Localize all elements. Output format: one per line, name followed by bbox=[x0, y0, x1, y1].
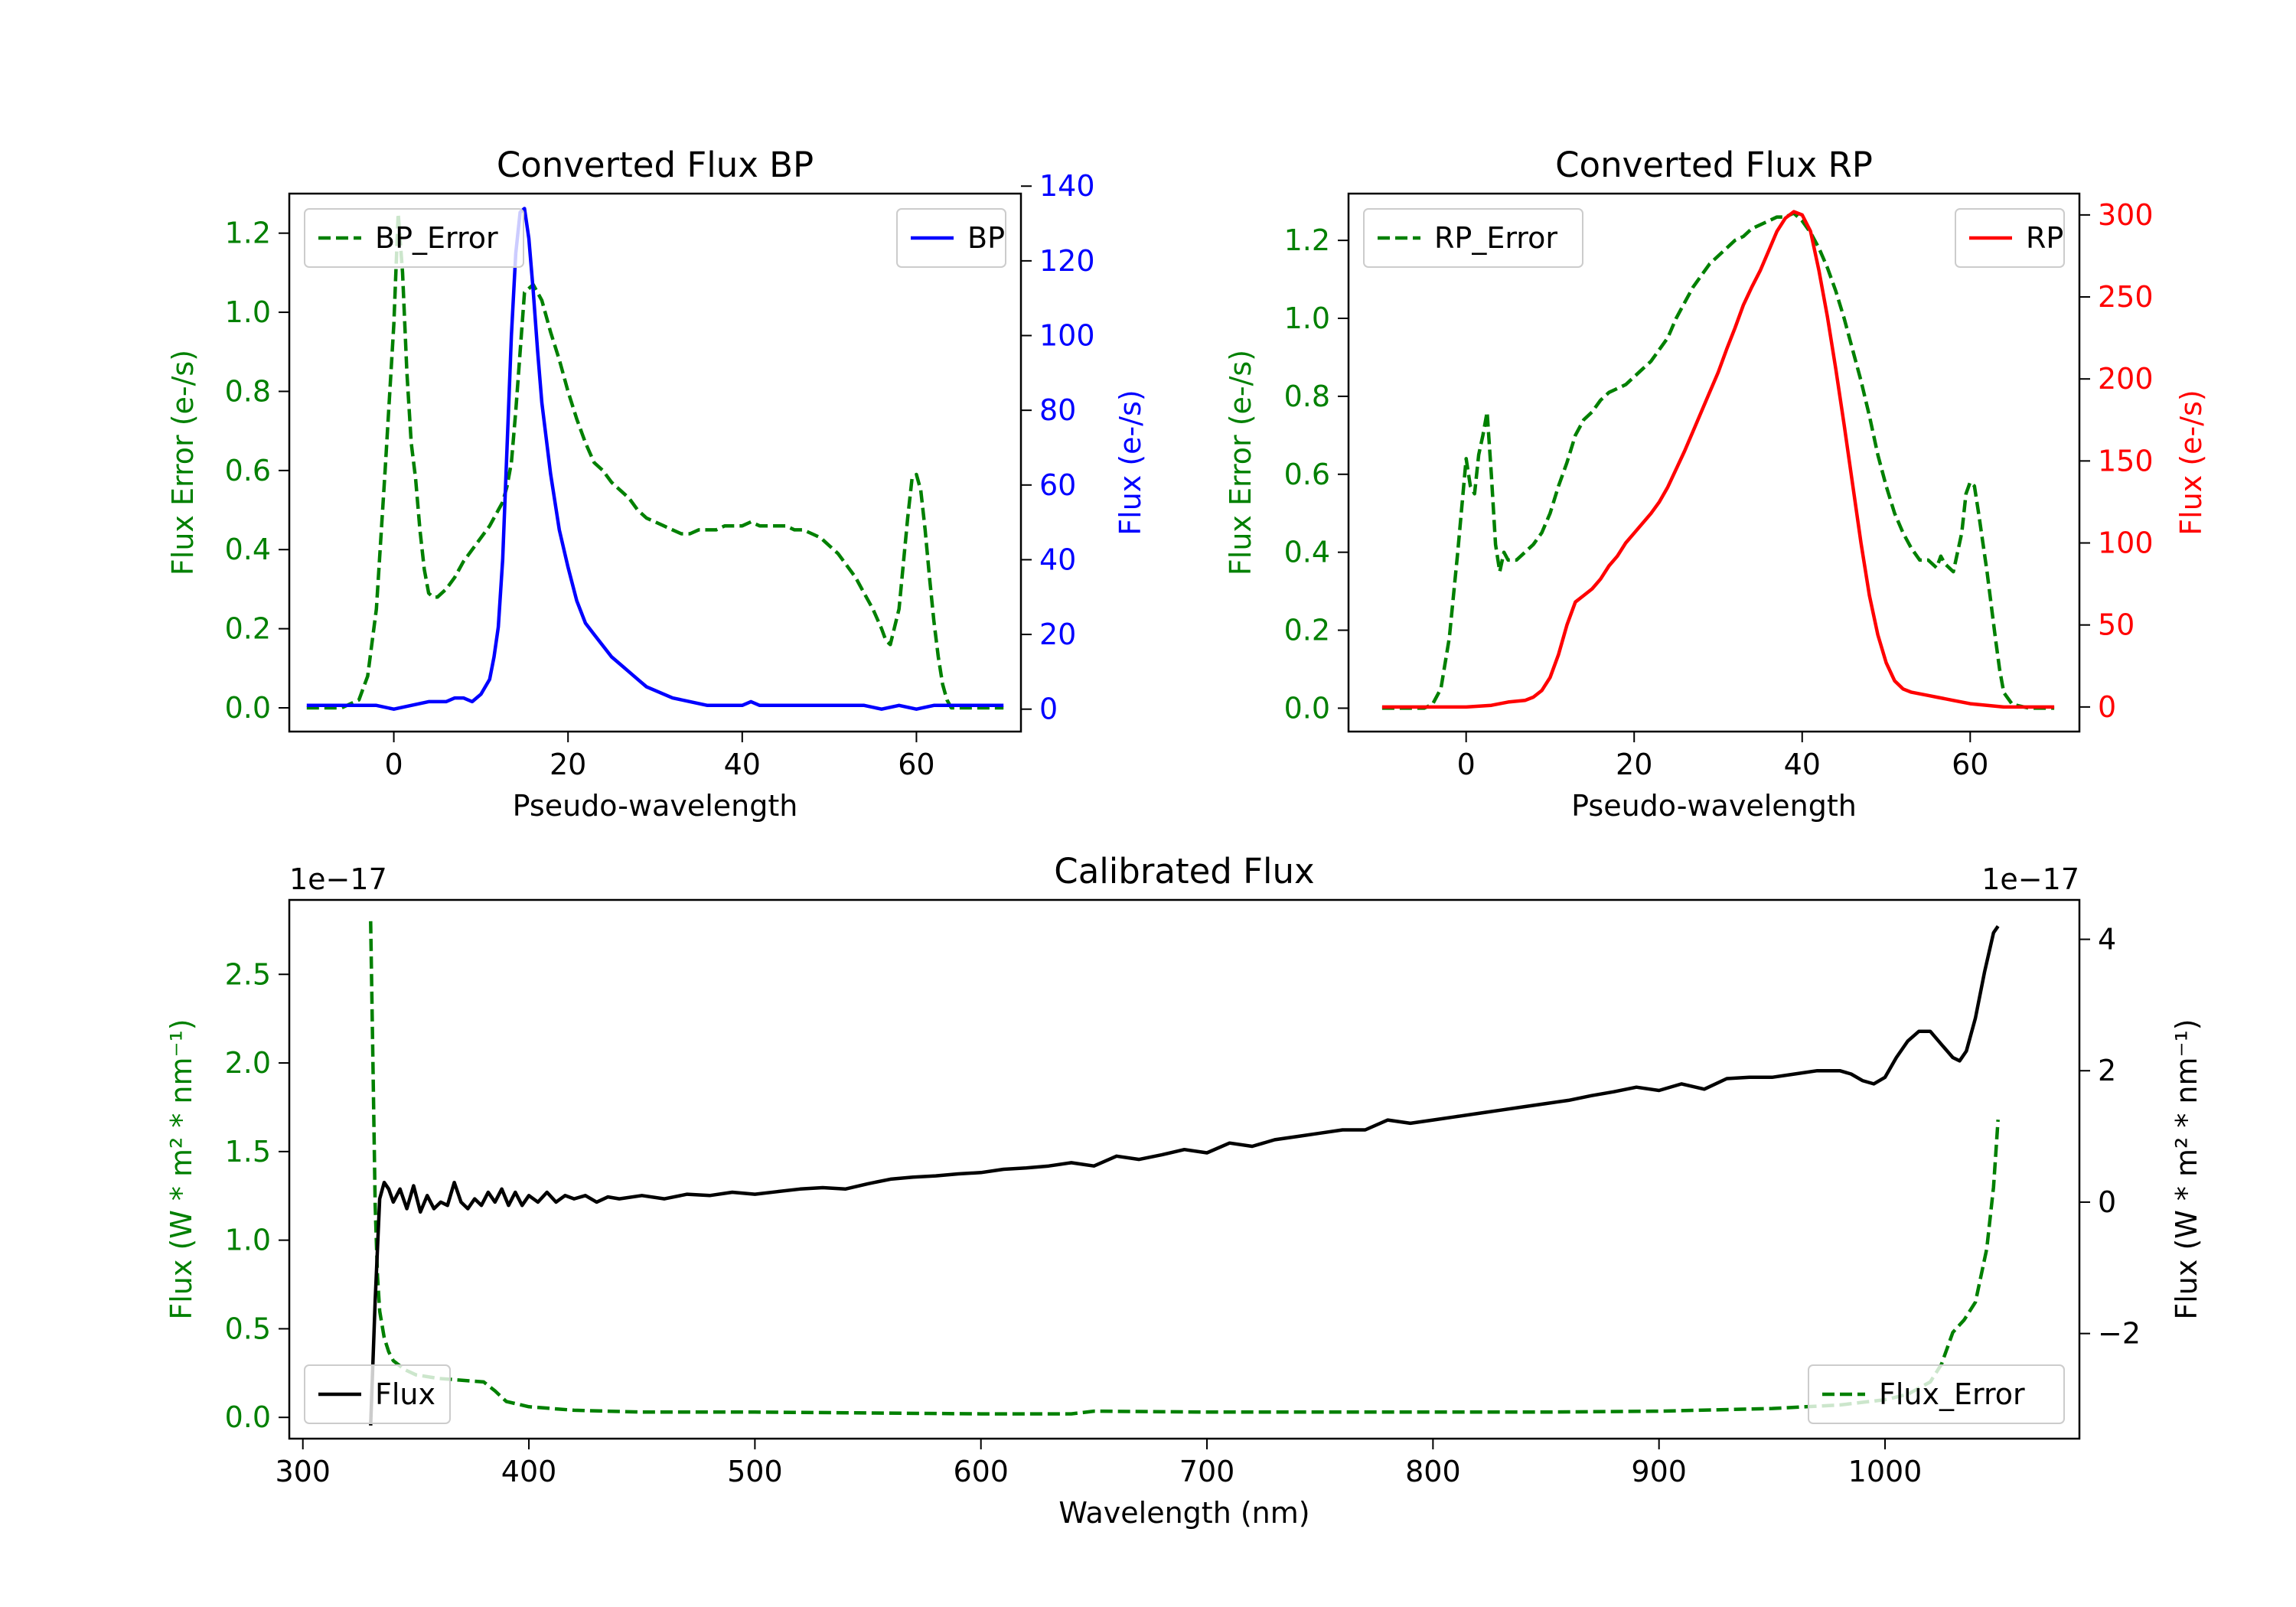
series-line-flux-error bbox=[369, 921, 2000, 1416]
x-tick-label: 60 bbox=[898, 748, 934, 781]
y-right-tick-label: 200 bbox=[2098, 362, 2154, 396]
legend-box bbox=[304, 208, 524, 268]
legend-label: Flux_Error bbox=[1879, 1377, 2025, 1411]
legend-label: BP bbox=[967, 221, 1005, 255]
y-axis-label-right: Flux (e-/s) bbox=[2174, 390, 2208, 535]
y-left-tick-label: 0.0 bbox=[225, 1400, 271, 1434]
y-left-tick-label: 0.0 bbox=[1284, 691, 1330, 725]
series-line-rp-error bbox=[1381, 211, 2055, 710]
x-tick-label: 40 bbox=[724, 748, 761, 781]
y-left-tick-label: 1.2 bbox=[225, 217, 271, 250]
y-left-tick-label: 2.0 bbox=[225, 1046, 271, 1080]
x-tick-label: 20 bbox=[1616, 748, 1652, 781]
y-left-tick-label: 0.6 bbox=[225, 454, 271, 487]
chart-title: Calibrated Flux bbox=[1054, 851, 1314, 892]
legend-bp-error: BP_Error bbox=[304, 208, 524, 268]
x-tick-label: 0 bbox=[1457, 748, 1476, 781]
y-axis-label-right: Flux (W * m² * nm⁻¹) bbox=[2170, 1019, 2203, 1319]
chart-panel-3: 300 400 500 600 700 800 900 1000 0.0 0.5 1.0 1.5 2.0… bbox=[165, 851, 2203, 1530]
legend-bp: BP bbox=[896, 208, 1006, 268]
legend-box bbox=[1808, 1364, 2065, 1424]
y-right-tick-label: 140 bbox=[1039, 169, 1095, 203]
x-tick-label: 1000 bbox=[1848, 1455, 1923, 1488]
y-left-tick-label: 0.4 bbox=[1284, 536, 1330, 569]
y-right-tick-label: 40 bbox=[1039, 543, 1076, 576]
y-left-tick-label: 0.2 bbox=[225, 612, 271, 646]
legend-flux: Flux bbox=[304, 1364, 451, 1424]
series-line-bp bbox=[306, 207, 1004, 711]
x-tick-label: 0 bbox=[384, 748, 403, 781]
series-line-rp bbox=[1381, 210, 2055, 709]
x-tick-label: 800 bbox=[1405, 1455, 1461, 1488]
y-left-tick-label: 0.4 bbox=[225, 533, 271, 566]
chart-panel-1: 0 20 40 60 0.0 0.2 0.4 0.6 0.8 1.0 1.2 0 20 40 60 80 100… bbox=[166, 145, 1147, 823]
y-left-tick-label: 0.8 bbox=[1284, 380, 1330, 413]
offset-label-left: 1e−17 bbox=[289, 862, 387, 896]
y-left-tick-label: 0.5 bbox=[225, 1312, 271, 1345]
y-left-tick-label: 0.0 bbox=[225, 691, 271, 725]
legend-label: RP_Error bbox=[1434, 221, 1557, 255]
y-right-tick-label: 0 bbox=[1039, 693, 1058, 726]
y-right-tick-label: 80 bbox=[1039, 393, 1076, 427]
y-left-tick-label: 1.2 bbox=[1284, 223, 1330, 257]
plot-frame bbox=[288, 898, 2081, 1440]
y-left-tick-label: 1.5 bbox=[225, 1135, 271, 1169]
series-line-flux bbox=[369, 925, 2000, 1426]
y-right-tick-label: 0 bbox=[2098, 690, 2116, 724]
y-right-tick-label: 20 bbox=[1039, 618, 1076, 651]
legend-box bbox=[1363, 208, 1583, 268]
y-axis-label-left: Flux Error (e-/s) bbox=[166, 350, 200, 575]
chart-title: Converted Flux RP bbox=[1555, 145, 1873, 185]
y-left-tick-label: 0.6 bbox=[1284, 458, 1330, 491]
legend-rp: RP bbox=[1955, 208, 2065, 268]
y-axis-label-right: Flux (e-/s) bbox=[1114, 390, 1147, 535]
offset-label-right: 1e−17 bbox=[1981, 862, 2079, 896]
x-tick-label: 700 bbox=[1179, 1455, 1235, 1488]
y-right-tick-label: 0 bbox=[2098, 1185, 2116, 1219]
series-line-bp-error bbox=[306, 211, 1004, 710]
y-right-tick-label: 300 bbox=[2098, 198, 2154, 232]
y-right-tick-label: 150 bbox=[2098, 444, 2154, 478]
x-tick-label: 40 bbox=[1784, 748, 1821, 781]
x-axis-label: Wavelength (nm) bbox=[1058, 1496, 1309, 1530]
y-left-tick-label: 0.2 bbox=[1284, 614, 1330, 647]
x-tick-label: 60 bbox=[1952, 748, 1988, 781]
x-tick-label: 600 bbox=[953, 1455, 1009, 1488]
plot-frame bbox=[288, 192, 1022, 733]
x-tick-label: 300 bbox=[275, 1455, 331, 1488]
y-left-tick-label: 1.0 bbox=[1284, 302, 1330, 335]
y-right-tick-label: −2 bbox=[2098, 1317, 2141, 1351]
y-right-tick-label: 4 bbox=[2098, 923, 2116, 957]
legend-flux-error: Flux_Error bbox=[1808, 1364, 2065, 1424]
y-right-tick-label: 2 bbox=[2098, 1054, 2116, 1087]
chart-title: Converted Flux BP bbox=[497, 145, 814, 185]
y-right-tick-label: 50 bbox=[2098, 608, 2135, 642]
x-tick-label: 20 bbox=[550, 748, 586, 781]
legend-rp-error: RP_Error bbox=[1363, 208, 1583, 268]
y-axis-label-left: Flux (W * m² * nm⁻¹) bbox=[165, 1019, 198, 1319]
y-right-tick-label: 100 bbox=[1039, 319, 1095, 353]
y-right-tick-label: 60 bbox=[1039, 468, 1076, 502]
chart-panel-2: 0 20 40 60 0.0 0.2 0.4 0.6 0.8 1.0 1.2 0 50 100 150 200… bbox=[1224, 145, 2208, 823]
legend-box bbox=[304, 1364, 451, 1424]
x-axis-label: Pseudo-wavelength bbox=[513, 789, 798, 823]
x-axis-label: Pseudo-wavelength bbox=[1571, 789, 1857, 823]
y-left-tick-label: 1.0 bbox=[225, 1224, 271, 1257]
y-right-tick-label: 120 bbox=[1039, 244, 1095, 278]
x-tick-label: 500 bbox=[727, 1455, 783, 1488]
y-right-tick-label: 250 bbox=[2098, 280, 2154, 314]
x-tick-label: 900 bbox=[1631, 1455, 1687, 1488]
y-left-tick-label: 1.0 bbox=[225, 295, 271, 329]
x-tick-label: 400 bbox=[501, 1455, 557, 1488]
y-right-tick-label: 100 bbox=[2098, 526, 2154, 560]
y-left-tick-label: 0.8 bbox=[225, 374, 271, 408]
y-axis-label-left: Flux Error (e-/s) bbox=[1224, 350, 1257, 575]
legend-label: RP bbox=[2026, 221, 2063, 255]
y-left-tick-label: 2.5 bbox=[225, 957, 271, 991]
legend-label: Flux bbox=[375, 1377, 435, 1411]
legend-label: BP_Error bbox=[375, 221, 498, 255]
plot-frame bbox=[1347, 192, 2081, 733]
